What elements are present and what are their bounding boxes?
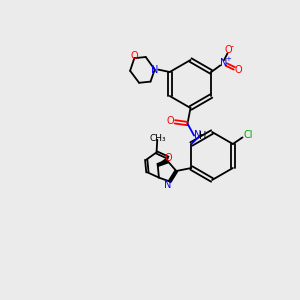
Text: +: + [225, 56, 231, 62]
Text: N: N [220, 58, 228, 68]
Text: N: N [151, 64, 158, 75]
Text: Cl: Cl [243, 130, 253, 140]
Text: O: O [130, 51, 138, 61]
Text: O: O [235, 65, 242, 75]
Text: N: N [194, 130, 202, 140]
Text: O: O [224, 45, 232, 55]
Text: -: - [230, 42, 233, 51]
Text: CH₃: CH₃ [149, 134, 166, 142]
Text: O: O [164, 153, 172, 163]
Text: O: O [167, 116, 175, 127]
Text: H: H [200, 131, 207, 141]
Text: N: N [164, 180, 172, 190]
